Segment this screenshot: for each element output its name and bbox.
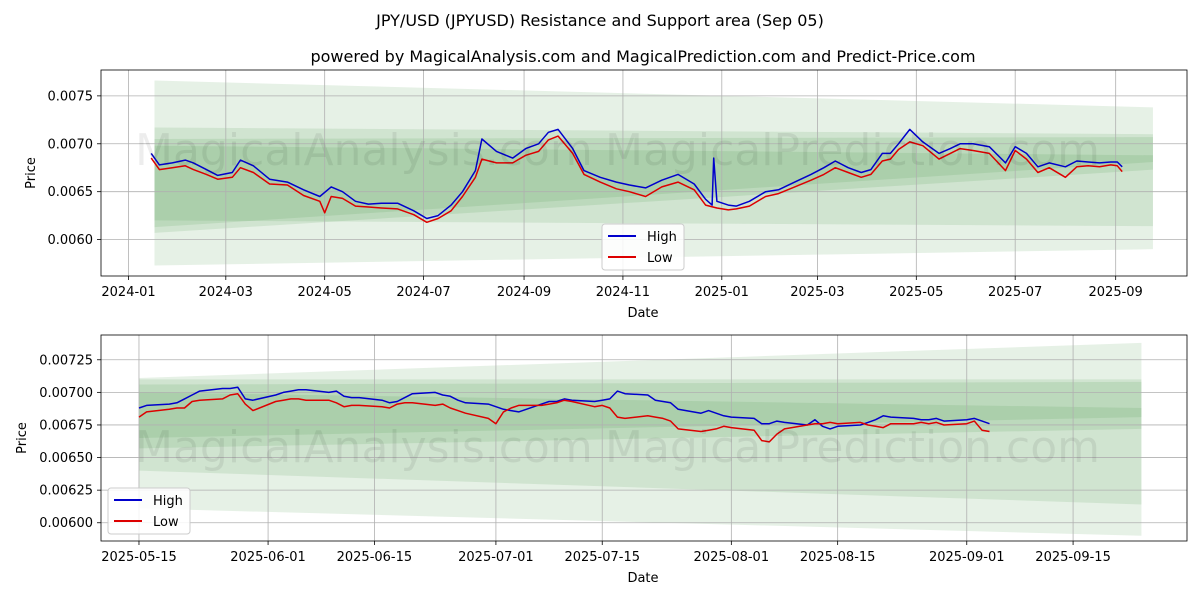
- x-tick-label: 2024-11: [596, 285, 650, 300]
- x-axis-label: Date: [627, 571, 658, 586]
- x-tick-label: 2025-09: [1089, 285, 1143, 300]
- x-tick-label: 2025-08-01: [694, 550, 770, 565]
- y-tick-label: 0.00700: [39, 386, 93, 401]
- support-resistance-band: [154, 137, 1153, 233]
- y-axis-label: Price: [24, 157, 39, 189]
- x-tick-label: 2025-05: [889, 285, 943, 300]
- x-tick-label: 2025-09-01: [929, 550, 1005, 565]
- x-tick-label: 2025-09-15: [1035, 550, 1111, 565]
- legend-label-low: Low: [153, 515, 179, 530]
- x-tick-label: 2025-07-15: [564, 550, 640, 565]
- top-chart: MagicalAnalysis.com MagicalPrediction.com…: [24, 69, 1188, 321]
- series-line-low: [138, 392, 990, 443]
- y-tick-label: 0.00675: [39, 418, 93, 433]
- plot-area: [101, 70, 1187, 276]
- x-tick-label: 2025-08-15: [800, 550, 876, 565]
- x-tick-label: 2024-05: [298, 285, 352, 300]
- series-line-high: [150, 128, 1123, 220]
- support-resistance-band: [138, 381, 1142, 449]
- support-resistance-band: [138, 379, 1142, 505]
- x-tick-label: 2024-07: [396, 285, 450, 300]
- x-tick-label: 2025-06-01: [230, 550, 306, 565]
- x-tick-label: 2025-05-15: [101, 550, 177, 565]
- support-resistance-band: [154, 127, 1153, 227]
- watermark: MagicalPrediction.com: [605, 422, 1100, 473]
- x-tick-label: 2024-09: [497, 285, 551, 300]
- x-tick-label: 2025-06-15: [337, 550, 413, 565]
- legend: High Low: [601, 223, 685, 271]
- x-tick-label: 2025-07: [988, 285, 1042, 300]
- x-tick-label: 2025-07-01: [458, 550, 534, 565]
- bottom-chart: MagicalAnalysis.com MagicalPrediction.com…: [15, 334, 1188, 586]
- watermark: MagicalPrediction.com: [605, 125, 1100, 176]
- x-tick-label: 2025-03: [790, 285, 844, 300]
- y-tick-label: 0.00725: [39, 353, 93, 368]
- support-resistance-band: [138, 392, 1142, 438]
- x-tick-label: 2024-01: [101, 285, 155, 300]
- chart-title: JPY/USD (JPYUSD) Resistance and Support …: [375, 11, 824, 30]
- watermark: MagicalAnalysis.com: [135, 422, 593, 473]
- legend-label-high: High: [647, 230, 677, 245]
- y-tick-label: 0.0070: [48, 137, 94, 152]
- y-tick-label: 0.0075: [48, 89, 94, 104]
- legend-label-high: High: [153, 494, 183, 509]
- y-tick-label: 0.0060: [48, 233, 94, 248]
- y-tick-label: 0.00625: [39, 484, 93, 499]
- axes-frame: [100, 69, 1188, 277]
- y-axis-label: Price: [15, 422, 30, 454]
- y-tick-label: 0.00600: [39, 516, 93, 531]
- x-tick-label: 2024-03: [199, 285, 253, 300]
- chart-subtitle: powered by MagicalAnalysis.com and Magic…: [310, 47, 975, 66]
- plot-area: [101, 335, 1187, 541]
- y-tick-label: 0.00650: [39, 451, 93, 466]
- x-axis-label: Date: [627, 306, 658, 321]
- x-tick-label: 2025-01: [695, 285, 749, 300]
- watermark: MagicalAnalysis.com: [135, 125, 593, 176]
- legend-label-low: Low: [647, 251, 673, 266]
- axes-frame: [100, 334, 1188, 542]
- series-line-low: [150, 135, 1123, 224]
- series-line-high: [138, 386, 990, 430]
- legend: High Low: [107, 487, 191, 535]
- y-tick-label: 0.0065: [48, 185, 94, 200]
- support-resistance-band: [154, 80, 1153, 266]
- support-resistance-band: [138, 342, 1142, 536]
